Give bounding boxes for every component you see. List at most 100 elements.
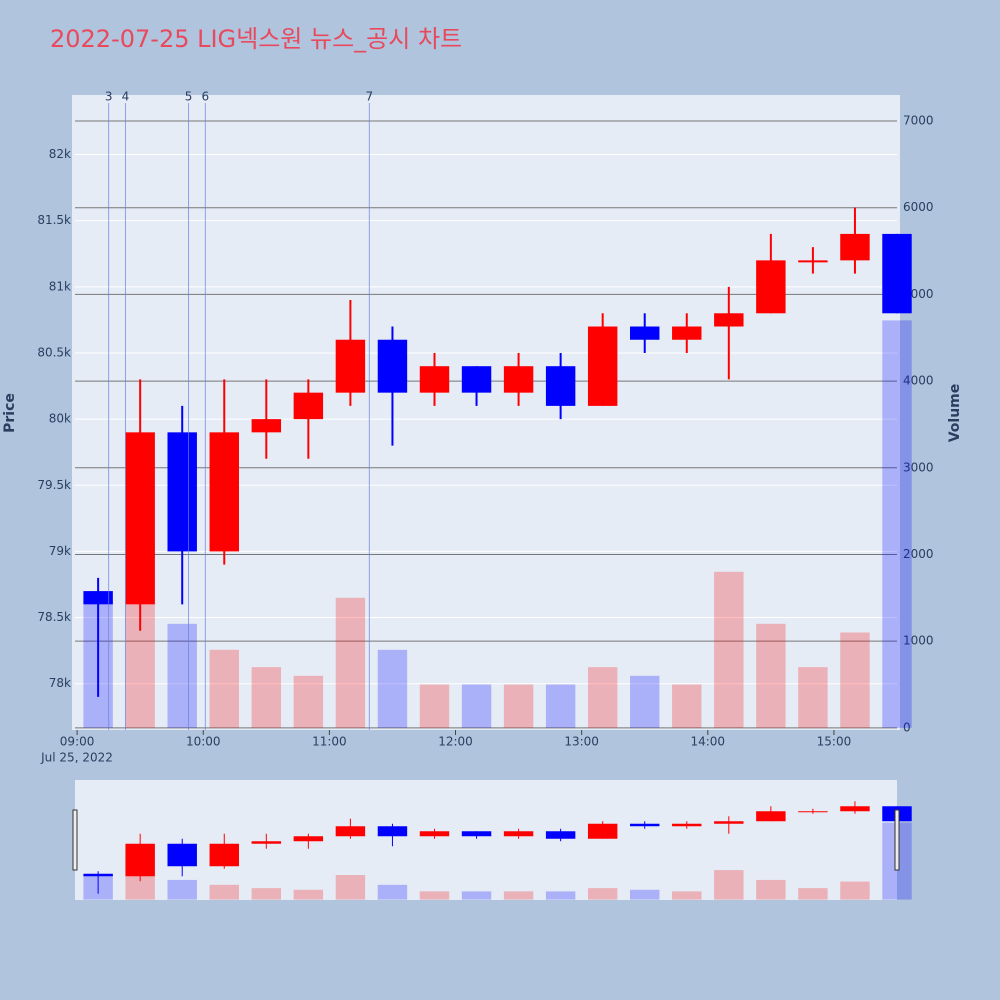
range-handle-left[interactable] (72, 809, 78, 871)
y-tick-label: 78k (49, 676, 71, 690)
volume-bar (209, 649, 239, 728)
y-tick-label: 79k (49, 544, 71, 558)
candle-body (587, 326, 618, 406)
mini-candle-body (419, 831, 450, 837)
y2-tick-label: 3000 (903, 460, 934, 474)
y2-tick-label: 1000 (903, 634, 934, 648)
x-tick-label: 14:00 (690, 735, 725, 749)
y2-tick-label: 4000 (903, 374, 934, 388)
volume-bar (419, 684, 450, 728)
x-tick-label: 10:00 (186, 735, 221, 749)
mini-volume-bar (798, 888, 828, 900)
candle-body (672, 326, 702, 340)
mini-candle-body (293, 836, 324, 842)
y2-tick-label: 2000 (903, 547, 934, 561)
mini-candle-body (545, 831, 576, 839)
plot-area (72, 95, 900, 730)
mini-volume-bar (840, 881, 870, 900)
volume-bar (882, 320, 912, 728)
y2-tick-label: 6000 (903, 200, 934, 214)
volume-bar (714, 571, 744, 728)
volume-bar (672, 684, 702, 728)
mini-volume-bar (503, 891, 534, 900)
range-handle-right[interactable] (894, 809, 900, 871)
volume-bar (251, 667, 282, 728)
candle-body (419, 366, 450, 393)
mini-candle-body (251, 841, 282, 844)
mini-volume-bar (630, 889, 660, 900)
mini-candle-body (503, 831, 534, 837)
y2-tick-label: 7000 (903, 114, 934, 128)
volume-bar (756, 623, 786, 728)
mini-candle-body (125, 843, 155, 877)
candle-body (545, 366, 576, 406)
volume-bar (630, 675, 660, 728)
mini-volume-bar (293, 889, 324, 900)
candle-body (756, 260, 786, 314)
mini-volume-bar (167, 879, 197, 900)
mini-volume-bar (461, 891, 492, 900)
candle-body (125, 432, 155, 605)
volume-bar (503, 684, 534, 728)
volume-bar (545, 684, 576, 728)
x-tick-label: 12:00 (438, 735, 473, 749)
mini-candle-body (167, 843, 197, 867)
mini-volume-bar (672, 891, 702, 900)
mini-candle-body (209, 843, 239, 867)
mini-candle-body (798, 811, 828, 813)
candle-body (840, 233, 870, 261)
y2-tick-label: 0 (903, 720, 911, 734)
x-date-label: Jul 25, 2022 (40, 751, 113, 765)
candle-body (335, 339, 366, 393)
candle-body (630, 326, 660, 340)
volume-bar (461, 684, 492, 728)
volume-bar (335, 597, 366, 728)
y2-axis-title: Volume (947, 384, 963, 443)
mini-candle-body (461, 831, 492, 837)
mini-volume-bar (587, 888, 618, 900)
y-tick-label: 82k (49, 147, 71, 161)
mini-volume-bar (714, 870, 744, 900)
x-tick-label: 11:00 (312, 735, 347, 749)
mini-volume-bar (419, 891, 450, 900)
mini-volume-bar (545, 891, 576, 900)
y-tick-label: 81.5k (37, 213, 71, 227)
news-label: 3 (105, 90, 113, 104)
mini-candle-body (714, 821, 744, 824)
volume-bar (293, 675, 324, 728)
mini-candle-body (840, 806, 870, 812)
y-tick-label: 78.5k (37, 610, 71, 624)
candle-body (798, 260, 828, 263)
y-tick-label: 81k (49, 279, 71, 293)
volume-bar (840, 632, 870, 728)
volume-bar (798, 667, 828, 728)
mini-candle-body (756, 811, 786, 822)
news-label: 5 (185, 90, 193, 104)
candle-body (882, 233, 912, 314)
candle-body (714, 313, 744, 327)
x-tick-label: 15:00 (817, 735, 852, 749)
candle-body (209, 432, 239, 552)
mini-candle-body (630, 823, 660, 827)
mini-candle-body (335, 826, 366, 837)
x-tick-label: 09:00 (60, 735, 95, 749)
chart-title: 2022-07-25 LIG넥스원 뉴스_공시 차트 (50, 25, 462, 53)
volume-bar (167, 623, 197, 728)
mini-candle-body (672, 823, 702, 827)
news-label: 7 (366, 90, 374, 104)
y-tick-label: 80.5k (37, 345, 71, 359)
y-tick-label: 80k (49, 412, 71, 426)
mini-candle-body (587, 823, 618, 839)
news-label: 6 (202, 90, 210, 104)
mini-volume-bar (251, 888, 282, 900)
mini-volume-bar (377, 884, 408, 900)
mini-volume-bar (209, 884, 239, 900)
y-axis-title: Price (2, 393, 18, 433)
mini-candle-body (377, 826, 408, 837)
mini-volume-bar (335, 875, 366, 900)
volume-bar (587, 667, 618, 728)
x-tick-label: 13:00 (564, 735, 599, 749)
candle-body (83, 591, 113, 605)
range-slider[interactable] (75, 780, 897, 900)
